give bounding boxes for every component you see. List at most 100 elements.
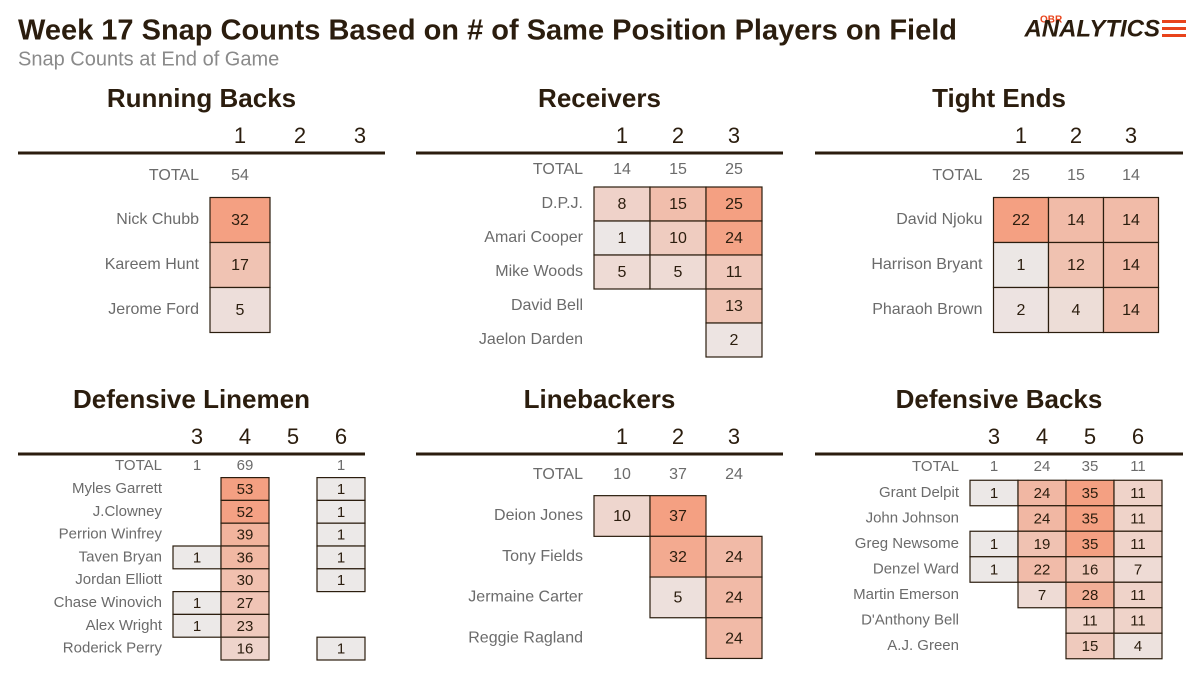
snap-value: 32 <box>669 549 687 566</box>
snap-value: 11 <box>1130 612 1146 629</box>
total-value: 10 <box>613 466 631 483</box>
snap-value: 11 <box>1130 510 1146 527</box>
snap-value: 35 <box>1082 485 1099 502</box>
column-header: 3 <box>354 123 366 148</box>
snap-value: 14 <box>1067 212 1085 229</box>
snap-value: 35 <box>1082 536 1099 553</box>
column-header: 3 <box>988 424 1000 449</box>
snap-cell <box>705 322 763 358</box>
total-value: 1 <box>193 457 201 474</box>
snap-cell <box>649 576 707 619</box>
total-value: 69 <box>237 457 254 474</box>
player-name: Jerome Ford <box>108 301 199 318</box>
total-value: 14 <box>1122 167 1140 184</box>
snap-value: 25 <box>725 196 743 213</box>
snap-cell <box>593 254 651 290</box>
player-name: Chase Winovich <box>54 594 162 611</box>
snap-value: 15 <box>669 196 687 213</box>
player-name: Denzel Ward <box>873 560 959 577</box>
snap-value: 11 <box>1130 485 1146 502</box>
snap-cell <box>1065 505 1115 532</box>
snap-value: 1 <box>193 618 201 635</box>
panel-title: Linebackers <box>524 384 676 414</box>
column-header: 4 <box>239 424 251 449</box>
snap-cell <box>969 479 1019 507</box>
logo-stripe <box>1162 20 1186 23</box>
snap-value: 16 <box>237 641 254 658</box>
snap-value: 11 <box>1130 587 1146 604</box>
column-header: 2 <box>294 123 306 148</box>
column-header: 1 <box>1015 123 1027 148</box>
column-header: 1 <box>616 424 628 449</box>
player-name: Jordan Elliott <box>75 571 163 588</box>
snap-cell <box>209 286 271 334</box>
snap-value: 10 <box>669 230 687 247</box>
total-value: 1 <box>337 457 345 474</box>
player-name: Nick Chubb <box>116 211 199 228</box>
snap-value: 16 <box>1082 561 1099 578</box>
player-name: Jaelon Darden <box>479 331 583 348</box>
snap-value: 23 <box>237 618 254 635</box>
player-name: Reggie Ragland <box>468 629 583 646</box>
total-value: 37 <box>669 466 687 483</box>
player-name: D.P.J. <box>542 195 584 212</box>
player-name: Myles Garrett <box>72 480 163 497</box>
snap-cell <box>316 568 366 593</box>
snap-value: 53 <box>237 481 254 498</box>
total-label: TOTAL <box>932 167 982 184</box>
player-name: Alex Wright <box>86 617 163 634</box>
snap-value: 24 <box>725 549 743 566</box>
logo: OBR ANALYTICS <box>1023 15 1186 42</box>
snap-value: 2 <box>1017 302 1026 319</box>
total-value: 15 <box>1067 167 1085 184</box>
snap-value: 52 <box>237 504 254 521</box>
snap-value: 1 <box>193 595 201 612</box>
snap-value: 5 <box>618 264 627 281</box>
snap-cell <box>649 535 707 578</box>
panel-title: Receivers <box>538 83 661 113</box>
panel-title: Tight Ends <box>932 83 1066 113</box>
snap-cell <box>649 495 707 537</box>
total-value: 35 <box>1082 458 1099 475</box>
snap-value: 24 <box>725 630 743 647</box>
snap-value: 4 <box>1134 638 1142 655</box>
snap-value: 14 <box>1122 257 1140 274</box>
player-name: Martin Emerson <box>853 586 959 603</box>
player-name: Jermaine Carter <box>468 589 583 606</box>
player-name: J.Clowney <box>93 503 163 520</box>
snap-cell <box>1065 632 1115 660</box>
snap-value: 12 <box>1067 257 1085 274</box>
subtitle: Snap Counts at End of Game <box>18 48 279 70</box>
snap-value: 19 <box>1034 536 1051 553</box>
player-name: David Bell <box>511 297 583 314</box>
snap-value: 27 <box>237 595 254 612</box>
snap-cell <box>649 220 707 256</box>
player-name: Tony Fields <box>502 548 583 565</box>
snap-cell <box>1047 286 1105 334</box>
snap-cell <box>593 186 651 222</box>
snap-value: 11 <box>726 264 743 281</box>
total-value: 14 <box>613 161 631 178</box>
snap-cell <box>705 254 763 290</box>
snap-value: 11 <box>1082 612 1098 629</box>
snap-cell <box>705 617 763 660</box>
snap-value: 24 <box>725 230 743 247</box>
snap-value: 14 <box>1122 302 1140 319</box>
panel-title: Running Backs <box>107 83 296 113</box>
snap-value: 24 <box>725 590 743 607</box>
player-name: A.J. Green <box>887 637 959 654</box>
player-name: Harrison Bryant <box>871 256 983 273</box>
column-header: 2 <box>1070 123 1082 148</box>
snap-value: 1 <box>337 572 345 589</box>
snap-cell <box>1065 607 1115 634</box>
total-label: TOTAL <box>149 167 199 184</box>
snap-value: 39 <box>237 527 254 544</box>
player-name: Greg Newsome <box>855 535 959 552</box>
snap-cell <box>209 241 271 289</box>
column-header: 5 <box>287 424 299 449</box>
player-name: D'Anthony Bell <box>861 611 959 628</box>
snap-value: 36 <box>237 549 254 566</box>
snap-value: 14 <box>1122 212 1140 229</box>
column-header: 3 <box>1125 123 1137 148</box>
